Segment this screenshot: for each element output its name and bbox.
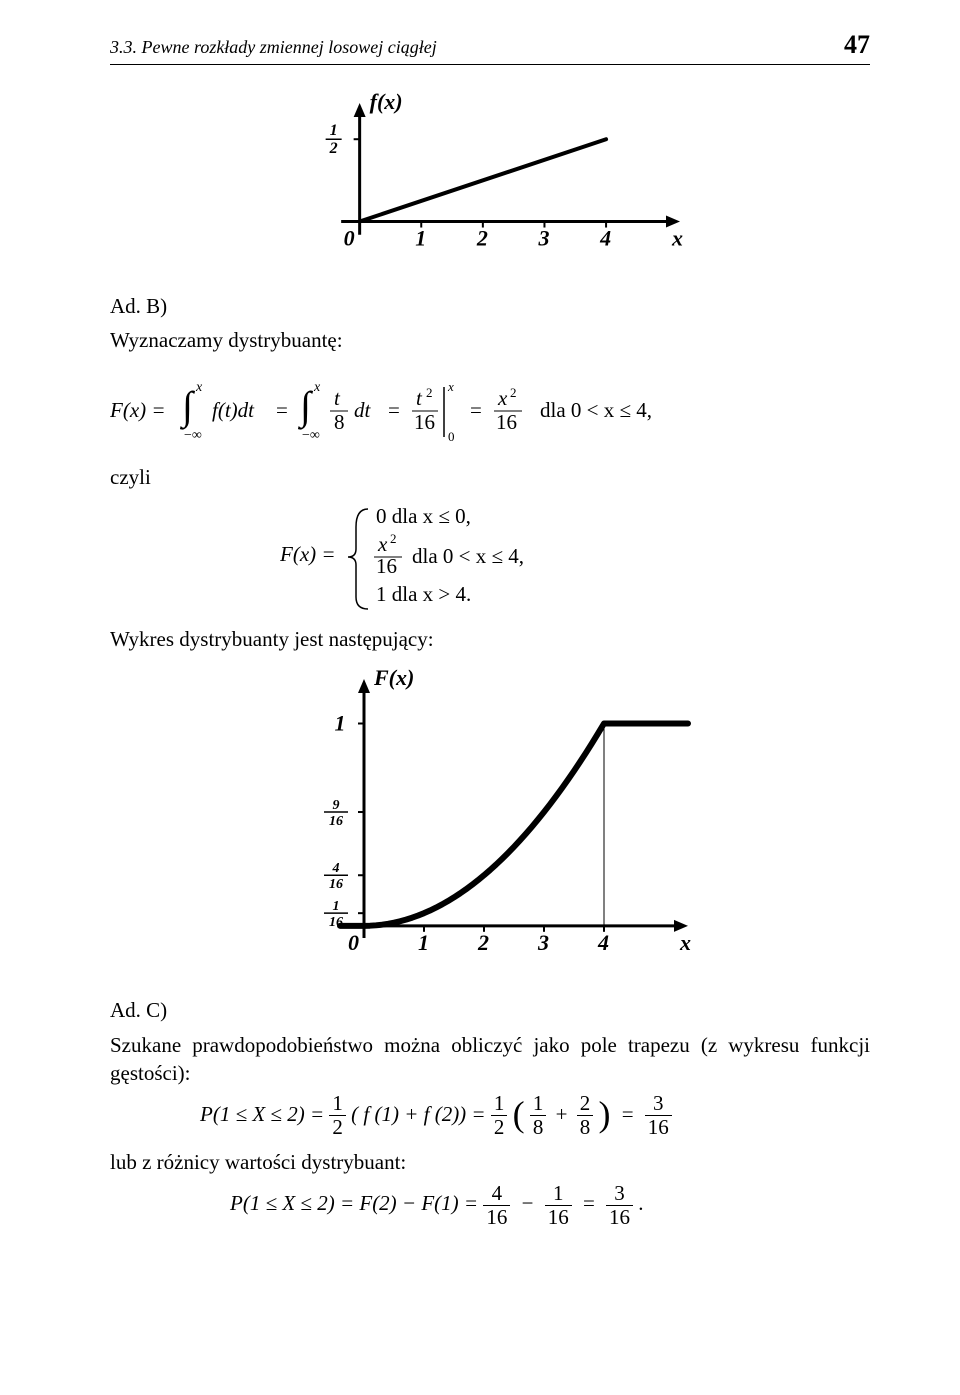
- eq1-t2d: 8: [577, 1117, 594, 1138]
- eq1-plus: +: [552, 1102, 572, 1126]
- page-number: 47: [844, 30, 870, 60]
- svg-text:∫: ∫: [179, 383, 196, 430]
- heading-ad-b: Ad. B): [110, 292, 870, 320]
- heading-ad-c: Ad. C): [110, 996, 870, 1024]
- svg-text:0 dla x ≤ 0,: 0 dla x ≤ 0,: [376, 504, 471, 528]
- eq1-resd: 16: [645, 1117, 672, 1138]
- svg-text:9: 9: [333, 798, 340, 813]
- svg-text:16: 16: [376, 554, 397, 578]
- svg-text:0: 0: [344, 226, 355, 251]
- eq2-ad: 16: [483, 1207, 510, 1228]
- eq-cdf-diff: P(1 ≤ X ≤ 2) = F(2) − F(1) = 4 16 − 1 16…: [230, 1183, 870, 1228]
- text-szukane: Szukane prawdopodobieństwo można obliczy…: [110, 1031, 870, 1088]
- eq2-an: 4: [483, 1183, 510, 1204]
- svg-text:1: 1: [333, 900, 340, 915]
- svg-text:=: =: [276, 398, 288, 422]
- svg-text:=: =: [388, 398, 400, 422]
- svg-text:−∞: −∞: [184, 428, 202, 443]
- svg-text:2: 2: [477, 930, 489, 955]
- svg-text:x: x: [313, 380, 321, 395]
- svg-text:x: x: [497, 386, 508, 410]
- text-wykres: Wykres dystrybuanty jest następujący:: [110, 625, 870, 653]
- svg-text:t: t: [416, 386, 423, 410]
- eq2-minus: −: [516, 1191, 540, 1215]
- svg-text:x: x: [377, 532, 388, 556]
- svg-text:x: x: [679, 930, 691, 955]
- svg-text:f(x): f(x): [370, 93, 403, 114]
- svg-text:x: x: [671, 226, 683, 251]
- svg-text:dt: dt: [354, 398, 372, 422]
- svg-text:2: 2: [476, 226, 488, 251]
- text-wyznaczamy: Wyznaczamy dystrybuantę:: [110, 326, 870, 354]
- svg-text:∫: ∫: [297, 383, 314, 430]
- eq2-bd: 16: [545, 1207, 572, 1228]
- eq2-lhs: P(1 ≤ X ≤ 2) = F(2) − F(1) =: [230, 1191, 478, 1215]
- svg-text:3: 3: [537, 226, 549, 251]
- svg-text:1: 1: [335, 711, 346, 736]
- text-lub: lub z różnicy wartości dystrybuant:: [110, 1148, 870, 1176]
- eq2-dot: .: [638, 1191, 643, 1215]
- svg-text:0: 0: [348, 930, 359, 955]
- svg-text:8: 8: [334, 410, 345, 434]
- eq1-half2-den: 2: [491, 1117, 508, 1138]
- svg-text:1: 1: [330, 122, 338, 139]
- eq1-t1d: 8: [530, 1117, 547, 1138]
- svg-text:4: 4: [599, 226, 611, 251]
- svg-text:t: t: [334, 386, 341, 410]
- eq2-bn: 1: [545, 1183, 572, 1204]
- svg-text:dla 0 < x ≤ 4,: dla 0 < x ≤ 4,: [412, 544, 524, 568]
- eq2-eq: =: [577, 1191, 601, 1215]
- section-ad-c: Ad. C) Szukane prawdopodobieństwo można …: [110, 996, 870, 1227]
- eq2-rd: 16: [606, 1207, 633, 1228]
- svg-text:x: x: [195, 380, 203, 395]
- figure-density: 0123412f(x)x: [275, 93, 705, 268]
- svg-text:=: =: [470, 398, 482, 422]
- eq1-eq: =: [616, 1102, 640, 1126]
- svg-text:dla 0 < x ≤ 4,: dla 0 < x ≤ 4,: [540, 398, 652, 422]
- svg-text:1: 1: [418, 930, 429, 955]
- svg-text:F(x) =: F(x) =: [110, 398, 166, 422]
- svg-text:2: 2: [390, 531, 397, 546]
- eq1-half-den: 2: [329, 1117, 346, 1138]
- eq1-half2-num: 1: [491, 1093, 508, 1114]
- svg-text:2: 2: [510, 385, 517, 400]
- eq1-t1n: 1: [530, 1093, 547, 1114]
- svg-text:x: x: [447, 379, 454, 394]
- eq-piecewise: F(x) = 0 dla x ≤ 0, x2 16 dla 0 < x ≤ 4, 1 dl…: [280, 497, 870, 615]
- svg-text:1: 1: [415, 226, 426, 251]
- svg-text:3: 3: [537, 930, 549, 955]
- eq2-rn: 3: [606, 1183, 633, 1204]
- svg-text:2: 2: [329, 140, 338, 157]
- figure-cdf: 012341916416116F(x)x: [270, 667, 710, 972]
- text-czyli: czyli: [110, 463, 870, 491]
- section-title: 3.3. Pewne rozkłady zmiennej losowej cią…: [110, 37, 437, 58]
- eq-trapezoid: P(1 ≤ X ≤ 2) = 1 2 ( f (1) + f (2)) = 1 …: [200, 1093, 870, 1138]
- eq1-half-num: 1: [329, 1093, 346, 1114]
- running-head: 3.3. Pewne rozkłady zmiennej losowej cią…: [110, 30, 870, 65]
- svg-text:16: 16: [496, 410, 517, 434]
- svg-text:4: 4: [597, 930, 609, 955]
- svg-text:F(x) =: F(x) =: [280, 542, 336, 566]
- svg-text:−∞: −∞: [302, 428, 320, 443]
- svg-text:f(t)dt: f(t)dt: [212, 398, 255, 422]
- svg-text:0: 0: [448, 429, 455, 444]
- svg-text:16: 16: [414, 410, 435, 434]
- eq1-lhs: P(1 ≤ X ≤ 2) =: [200, 1102, 324, 1126]
- svg-text:4: 4: [332, 862, 340, 877]
- svg-text:16: 16: [329, 878, 343, 893]
- eq1-t2n: 2: [577, 1093, 594, 1114]
- eq1-resn: 3: [645, 1093, 672, 1114]
- svg-text:F(x): F(x): [373, 667, 414, 690]
- svg-text:16: 16: [329, 814, 343, 829]
- eq1-mid: ( f (1) + f (2)) =: [351, 1102, 485, 1126]
- section-ad-b: Ad. B) Wyznaczamy dystrybuantę: F(x) =∫x…: [110, 292, 870, 653]
- svg-text:1 dla x > 4.: 1 dla x > 4.: [376, 582, 471, 606]
- svg-text:2: 2: [426, 385, 433, 400]
- eq-integral: F(x) =∫x−∞f(t)dt=∫x−∞t8dt=t216x0=x216dla…: [110, 361, 870, 453]
